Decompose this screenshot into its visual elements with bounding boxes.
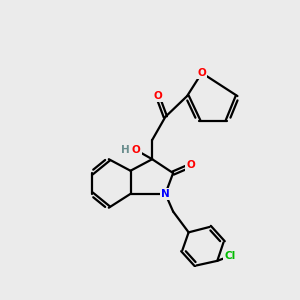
Text: Cl: Cl <box>224 251 235 261</box>
Text: N: N <box>161 189 170 199</box>
Text: H: H <box>121 145 130 155</box>
Text: O: O <box>153 91 162 101</box>
Text: O: O <box>197 68 206 78</box>
Text: O: O <box>187 160 195 170</box>
Text: O: O <box>132 145 140 155</box>
